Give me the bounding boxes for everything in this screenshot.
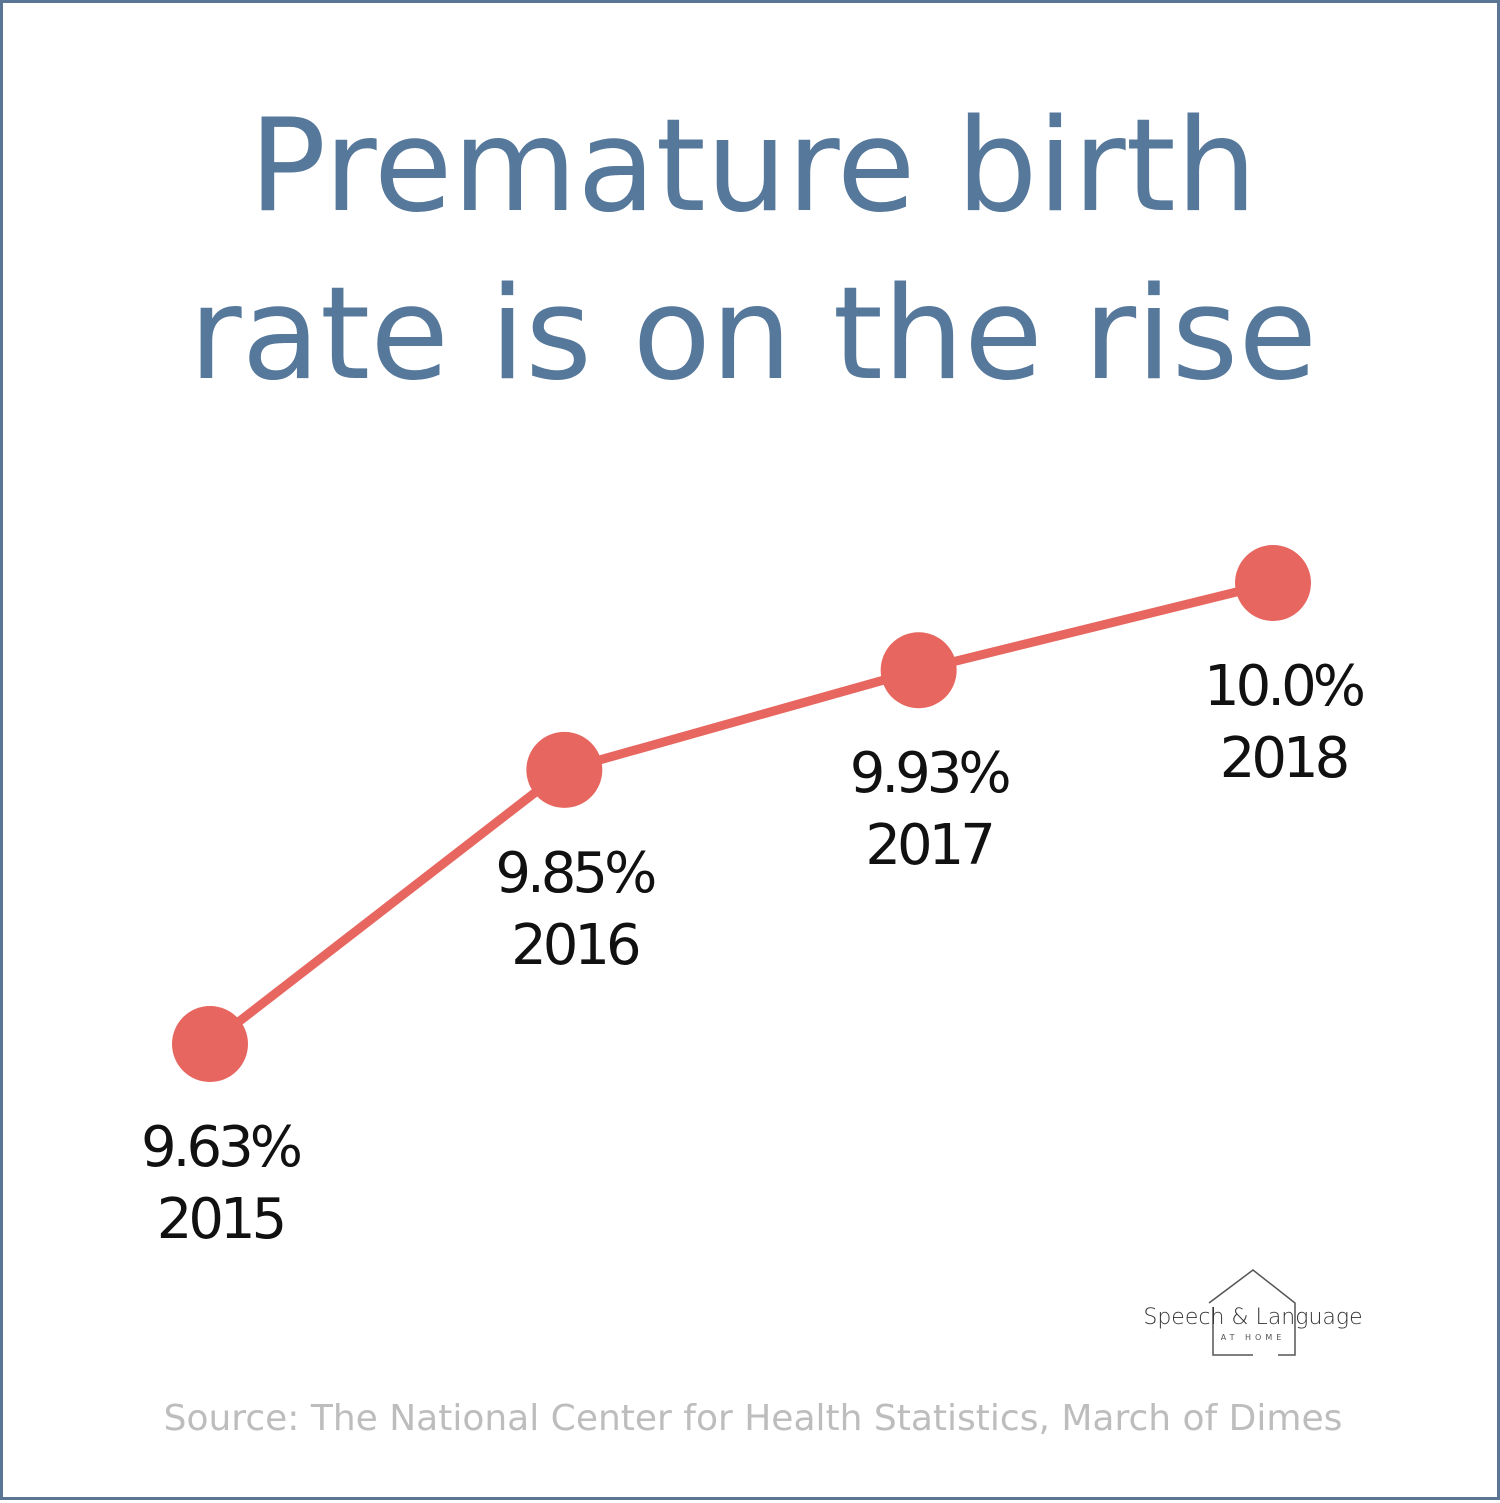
year-label-2017: 2017	[865, 813, 992, 878]
value-label-2016: 9.85%	[495, 841, 655, 906]
value-label-2015: 9.63%	[141, 1115, 301, 1180]
data-point-2016	[526, 731, 603, 808]
year-label-2016: 2016	[511, 913, 639, 978]
house-outline-icon	[1208, 1269, 1296, 1356]
brand-logo: Speech & Language AT HOME	[1143, 1265, 1363, 1360]
logo-subtitle: AT HOME	[1220, 1333, 1286, 1342]
title-line-1: Premature birth	[249, 92, 1257, 241]
logo-name: Speech & Language	[1143, 1305, 1363, 1330]
chart-title: Premature birth rate is on the rise	[3, 83, 1500, 419]
value-label-2017: 9.93%	[850, 741, 1010, 806]
series-line	[207, 578, 1275, 1048]
title-line-2: rate is on the rise	[188, 260, 1318, 409]
data-point-2015	[172, 1006, 248, 1082]
data-point-2018	[1235, 545, 1311, 621]
year-label-2018: 2018	[1220, 726, 1347, 791]
source-note: Source: The National Center for Health S…	[163, 1398, 1343, 1439]
value-label-2018: 10.0%	[1204, 654, 1364, 719]
line-chart: 9.63% 2015 9.85% 2016 9.93% 2017 10.0% 2018	[141, 545, 1368, 1252]
data-point-2017	[880, 632, 957, 709]
year-label-2015: 2015	[157, 1187, 284, 1252]
